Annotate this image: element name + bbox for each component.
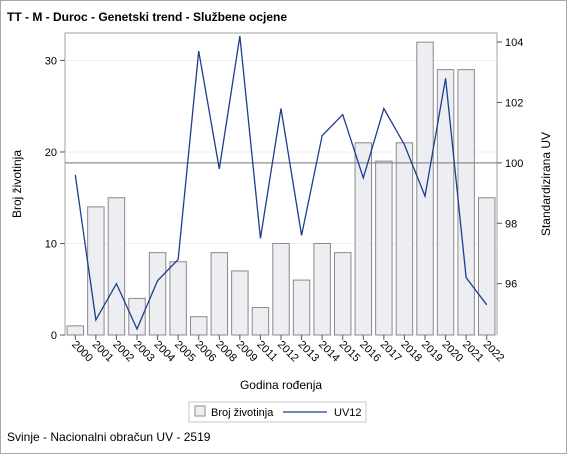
legend-label-bars: Broj životinja (211, 407, 274, 419)
y-axis-right: 96 98 100 102 104 (497, 37, 523, 291)
x-tick-label-2009: 2009 (234, 339, 260, 365)
x-tick-label-2005: 2005 (172, 339, 198, 365)
line-series (74, 35, 488, 331)
bar-2008 (210, 252, 229, 336)
bar-2019 (416, 41, 434, 336)
x-tick-label-2003: 2003 (131, 339, 157, 365)
bar-2013 (292, 279, 311, 336)
x-tick-label-2013: 2013 (295, 339, 321, 365)
bar-series (66, 41, 496, 336)
x-tick-label-2022: 2022 (481, 339, 507, 365)
x-tick-label-2008: 2008 (213, 339, 239, 365)
x-tick-label-2019: 2019 (419, 339, 445, 365)
x-axis: 2000200120022003200420052006200820092011… (69, 335, 506, 364)
y-tick-label-3: 30 (45, 55, 57, 67)
bar-2014 (313, 242, 331, 336)
x-tick-label-2012: 2012 (275, 339, 301, 365)
bar-2005 (169, 261, 187, 336)
y2-tick-label-1: 98 (505, 218, 517, 230)
footnote: Svinje - Nacionalni obračun UV - 2519 (7, 430, 211, 444)
y-tick-label-2: 20 (45, 147, 57, 159)
bar-2011 (251, 307, 270, 336)
y2-axis-label: Standardizirana UV (539, 132, 553, 236)
bar-2015 (333, 252, 352, 336)
x-tick-label-2006: 2006 (193, 339, 219, 365)
legend-bar-swatch (194, 405, 206, 417)
bar-2018 (395, 142, 414, 336)
x-tick-label-2017: 2017 (378, 339, 404, 365)
x-tick-label-2021: 2021 (460, 339, 486, 365)
y2-tick-label-2: 100 (505, 158, 523, 170)
x-tick-label-2014: 2014 (316, 339, 342, 365)
x-tick-label-2002: 2002 (110, 339, 136, 365)
legend-label-line: UV12 (334, 407, 362, 419)
x-axis-label: Godina rođenja (240, 378, 322, 392)
x-tick-label-2001: 2001 (90, 339, 116, 365)
bar-2000 (66, 325, 85, 336)
bar-2006 (189, 316, 208, 336)
x-tick-label-2020: 2020 (439, 339, 465, 365)
bar-2021 (457, 69, 475, 336)
bar-2002 (107, 197, 126, 336)
x-tick-label-2018: 2018 (398, 339, 424, 365)
x-tick-label-2004: 2004 (151, 339, 177, 365)
y-axis-label: Broj životinja (10, 150, 24, 218)
bar-2012 (272, 242, 290, 336)
y2-tick-label-3: 102 (505, 97, 523, 109)
y2-tick-label-4: 104 (505, 37, 523, 49)
y-axis-left: 0 10 20 30 (45, 55, 65, 342)
legend: Broj životinja UV12 (188, 401, 367, 423)
x-tick-label-2016: 2016 (357, 339, 383, 365)
bar-2017 (375, 160, 393, 336)
x-tick-label-2000: 2000 (69, 339, 95, 365)
x-tick-label-2011: 2011 (254, 339, 279, 364)
chart-title: TT - M - Duroc - Genetski trend - Službe… (7, 10, 287, 24)
bar-2009 (231, 270, 249, 336)
legend-box (188, 401, 367, 423)
bar-2016 (354, 142, 373, 336)
y-tick-label-1: 10 (45, 238, 57, 250)
y2-tick-label-0: 96 (505, 279, 517, 291)
bar-2022 (477, 197, 496, 336)
y-tick-label-0: 0 (51, 330, 57, 342)
x-tick-label-2015: 2015 (337, 339, 363, 365)
